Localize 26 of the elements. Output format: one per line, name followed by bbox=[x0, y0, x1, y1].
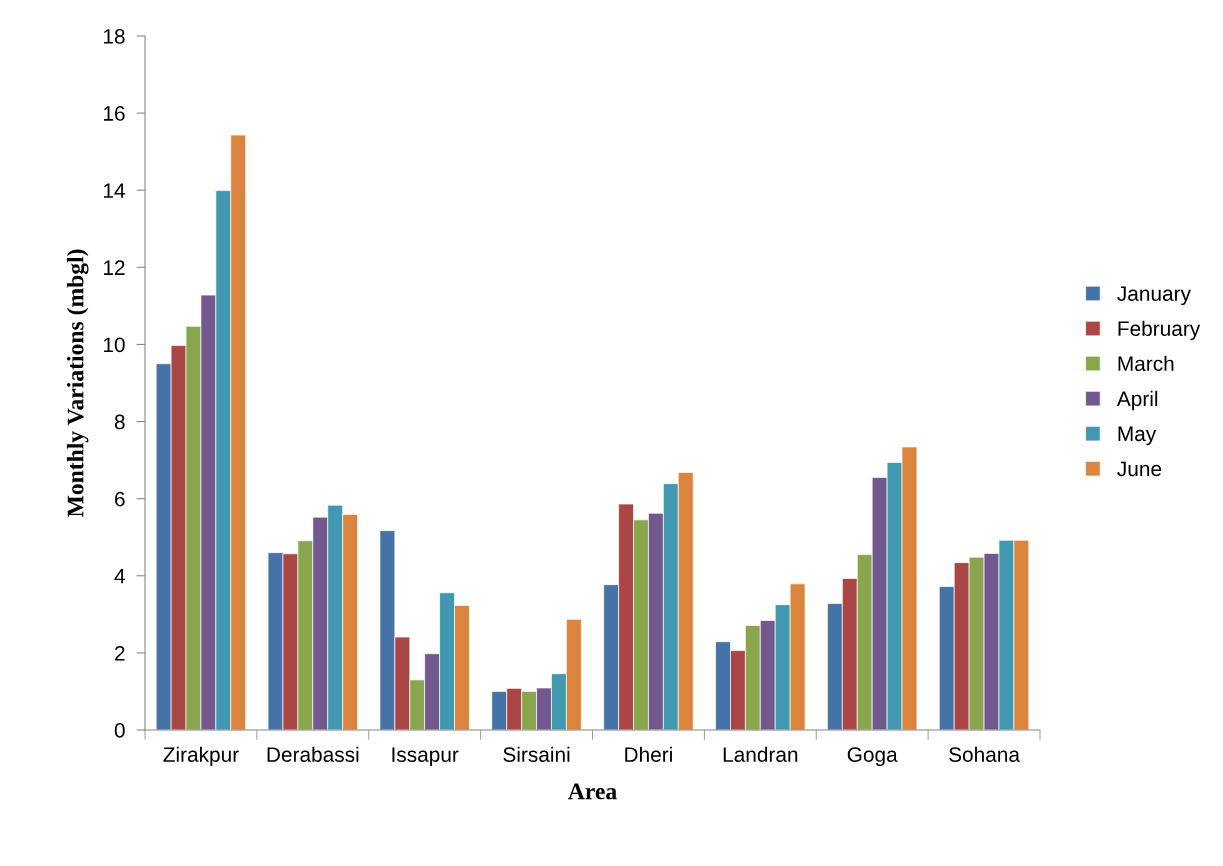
y-tick-label: 18 bbox=[103, 29, 125, 44]
x-tick-label: Dheri bbox=[625, 746, 672, 762]
legend-label: June bbox=[1117, 461, 1162, 477]
x-tick-label: Derabassi bbox=[267, 746, 359, 762]
y-tick-label: 12 bbox=[103, 260, 125, 275]
legend-label: February bbox=[1118, 320, 1201, 341]
x-tick-label: Sohana bbox=[949, 746, 1020, 762]
y-tick-label: 10 bbox=[103, 337, 125, 353]
y-tick-label: 4 bbox=[114, 568, 125, 584]
y-tick-label: 14 bbox=[103, 183, 125, 198]
x-tick-label: Goga bbox=[847, 747, 898, 767]
x-tick-label: Issapur bbox=[392, 747, 459, 767]
x-axis-title: Area bbox=[568, 783, 617, 800]
y-tick-label: 2 bbox=[115, 645, 125, 661]
y-axis-title: Monthly Variations (mbgl) bbox=[66, 249, 89, 518]
y-tick-label: 16 bbox=[103, 106, 125, 121]
legend-label: May bbox=[1118, 426, 1157, 446]
legend-label: January bbox=[1117, 286, 1191, 306]
y-tick-label: 0 bbox=[114, 723, 125, 738]
x-tick-label: Landran bbox=[723, 746, 798, 762]
legend-label: March bbox=[1118, 355, 1174, 372]
x-tick-label: Sirsaini bbox=[503, 746, 570, 762]
y-tick-label: 8 bbox=[114, 414, 125, 430]
y-tick-label: 6 bbox=[115, 491, 125, 507]
legend-label: April bbox=[1116, 390, 1158, 411]
x-tick-label: Zirakpur bbox=[163, 746, 239, 767]
